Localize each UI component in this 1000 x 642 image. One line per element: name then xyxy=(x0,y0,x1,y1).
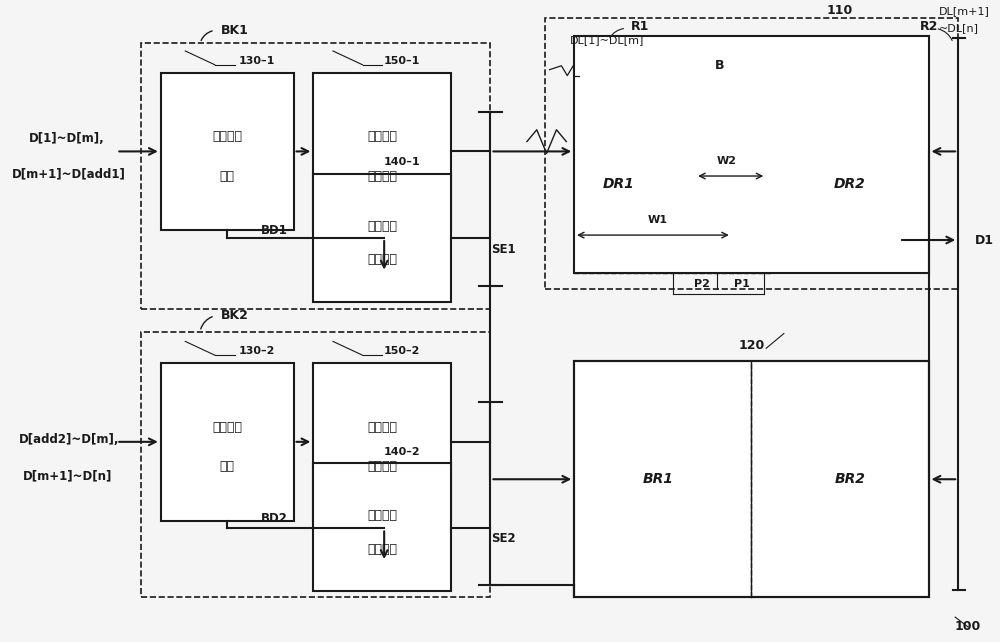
Text: 单元: 单元 xyxy=(220,169,235,182)
FancyBboxPatch shape xyxy=(161,363,294,521)
Text: DL[m+1]: DL[m+1] xyxy=(938,6,989,15)
Text: 第一背光: 第一背光 xyxy=(367,220,397,233)
FancyBboxPatch shape xyxy=(313,363,451,521)
Text: B: B xyxy=(715,59,724,73)
Text: 140–1: 140–1 xyxy=(384,157,420,167)
FancyBboxPatch shape xyxy=(574,361,929,598)
Text: 第二面板: 第二面板 xyxy=(367,421,397,433)
Text: 140–2: 140–2 xyxy=(384,447,420,456)
Text: 驱动电路: 驱动电路 xyxy=(367,169,397,182)
Text: ~DL[n]: ~DL[n] xyxy=(938,23,978,33)
FancyBboxPatch shape xyxy=(313,464,451,591)
Text: 120: 120 xyxy=(738,339,765,352)
Text: R2: R2 xyxy=(919,20,938,33)
Text: 130–2: 130–2 xyxy=(238,346,275,356)
FancyBboxPatch shape xyxy=(161,73,294,230)
Text: 150–1: 150–1 xyxy=(384,56,420,66)
Text: W2: W2 xyxy=(717,156,737,166)
Text: DR2: DR2 xyxy=(834,177,866,191)
Text: W1: W1 xyxy=(648,215,668,225)
Text: SE1: SE1 xyxy=(491,243,516,256)
Text: SE2: SE2 xyxy=(491,532,516,545)
Text: D[add2]~D[m],: D[add2]~D[m], xyxy=(19,433,119,446)
Text: 第一计算: 第一计算 xyxy=(212,130,242,143)
Text: 驱动电路: 驱动电路 xyxy=(367,460,397,473)
FancyBboxPatch shape xyxy=(313,73,451,230)
Text: P2: P2 xyxy=(694,279,710,290)
Text: DR1: DR1 xyxy=(603,177,634,191)
Text: D[m+1]~D[add1]: D[m+1]~D[add1] xyxy=(12,168,126,180)
Text: BR2: BR2 xyxy=(834,473,865,486)
Text: BK1: BK1 xyxy=(221,24,248,37)
Text: 150–2: 150–2 xyxy=(384,346,420,356)
Text: 控制电路: 控制电路 xyxy=(367,542,397,555)
Text: BK2: BK2 xyxy=(221,309,248,322)
Text: R1: R1 xyxy=(631,20,649,33)
Text: 单元: 单元 xyxy=(220,460,235,473)
Text: 第二计算: 第二计算 xyxy=(212,421,242,433)
Text: D[1]~D[m],: D[1]~D[m], xyxy=(29,132,105,145)
Text: BD1: BD1 xyxy=(260,223,287,237)
FancyBboxPatch shape xyxy=(574,36,929,272)
Text: 110: 110 xyxy=(827,4,853,17)
Text: 控制电路: 控制电路 xyxy=(367,253,397,266)
Text: 第二背光: 第二背光 xyxy=(367,509,397,522)
Text: 130–1: 130–1 xyxy=(238,56,275,66)
Text: DL[1]~DL[m]: DL[1]~DL[m] xyxy=(569,35,644,45)
Text: D[m+1]~D[n]: D[m+1]~D[n] xyxy=(22,470,112,483)
Text: D1: D1 xyxy=(975,234,994,247)
FancyBboxPatch shape xyxy=(313,174,451,302)
Text: 第一面板: 第一面板 xyxy=(367,130,397,143)
Text: 100: 100 xyxy=(955,620,981,634)
Text: BD2: BD2 xyxy=(260,512,287,525)
Text: P1: P1 xyxy=(734,279,749,290)
Text: BR1: BR1 xyxy=(642,473,673,486)
